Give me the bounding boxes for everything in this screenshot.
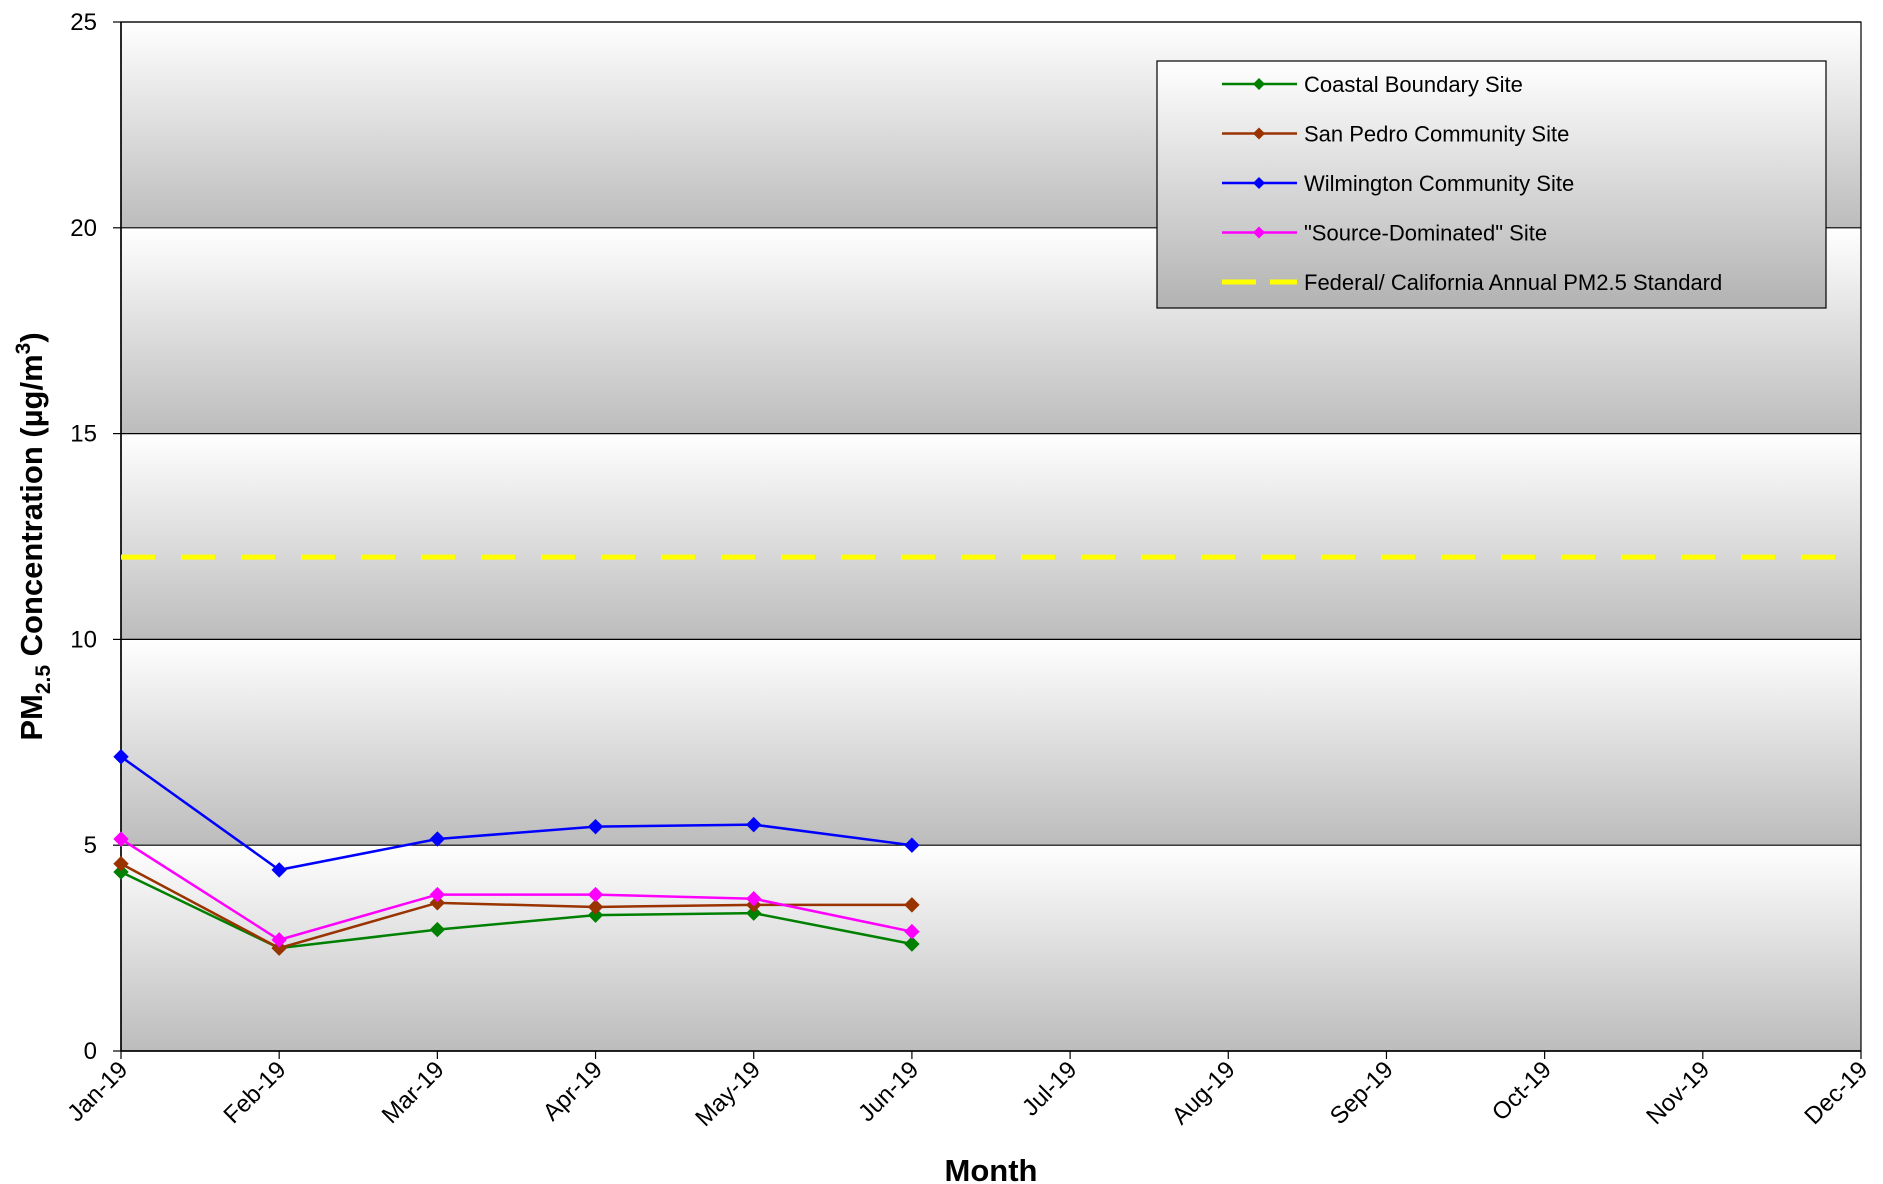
x-axis-ticks: Jan-19 Feb-19 Mar-19 Apr-19 May-19 Jun-19 Jul-… xyxy=(62,1051,1873,1132)
y-title-superscript: 3 xyxy=(12,343,35,355)
y-axis-ticks: 0 5 10 15 20 25 xyxy=(70,9,121,1065)
y-tick-label: 20 xyxy=(70,215,97,242)
data-point xyxy=(113,748,129,765)
data-point xyxy=(904,837,920,853)
x-tick-label: Apr-19 xyxy=(538,1056,608,1126)
legend-item: Coastal Boundary Site xyxy=(1222,72,1523,97)
data-point xyxy=(429,886,446,903)
y-title-middle: Concentration (µg/m xyxy=(14,354,49,665)
y-tick-label: 10 xyxy=(70,626,97,653)
legend-item: San Pedro Community Site xyxy=(1222,122,1569,147)
data-point xyxy=(271,862,287,878)
legend-label: Coastal Boundary Site xyxy=(1304,72,1523,97)
data-point xyxy=(746,816,762,833)
plot-band xyxy=(121,639,1861,846)
data-point xyxy=(746,905,762,921)
data-point xyxy=(113,856,129,872)
legend-label: "Source-Dominated" Site xyxy=(1304,221,1547,246)
data-point xyxy=(904,923,920,940)
y-title-base: PM xyxy=(14,694,49,741)
data-point xyxy=(271,932,287,948)
data-point xyxy=(113,831,129,847)
legend-swatch-marker xyxy=(1253,78,1265,90)
x-tick-label: Feb-19 xyxy=(219,1056,292,1129)
x-axis-title: Month xyxy=(945,1153,1038,1184)
y-tick-label: 25 xyxy=(70,9,97,36)
y-tick-label: 0 xyxy=(84,1038,97,1065)
series-line xyxy=(120,755,913,872)
plot-band xyxy=(121,845,1861,1051)
legend-swatch-marker xyxy=(1253,127,1265,140)
data-point xyxy=(271,940,287,956)
x-tick-label: Oct-19 xyxy=(1487,1056,1557,1126)
legend-label: San Pedro Community Site xyxy=(1304,122,1569,147)
data-point xyxy=(429,895,446,911)
data-point xyxy=(587,886,604,903)
data-point xyxy=(113,864,129,880)
x-tick-label: May-19 xyxy=(690,1056,766,1132)
legend-item: Wilmington Community Site xyxy=(1222,171,1574,196)
legend-label: Wilmington Community Site xyxy=(1304,171,1574,196)
x-tick-label: Jun-19 xyxy=(853,1056,924,1127)
data-point xyxy=(429,921,446,938)
data-point xyxy=(587,818,604,835)
data-point xyxy=(904,897,920,913)
x-tick-label: Jan-19 xyxy=(62,1056,133,1127)
x-tick-label: Nov-19 xyxy=(1641,1056,1715,1130)
x-tick-label: Mar-19 xyxy=(377,1056,450,1129)
series-source-dominated-site xyxy=(113,831,920,948)
plot-band xyxy=(121,433,1861,640)
legend-box xyxy=(1156,60,1827,309)
y-axis-title: PM2.5 Concentration (µg/m3) xyxy=(12,332,55,740)
data-point xyxy=(587,899,604,915)
data-point xyxy=(429,831,446,847)
data-point xyxy=(746,891,762,907)
legend: Coastal Boundary Site San Pedro Community… xyxy=(1156,60,1827,309)
x-tick-label: Aug-19 xyxy=(1167,1056,1241,1130)
legend-swatch-marker xyxy=(1253,177,1265,189)
data-point xyxy=(904,936,920,952)
y-title-end: ) xyxy=(14,332,49,342)
x-tick-label: Sep-19 xyxy=(1325,1056,1399,1130)
series-wilmington-community-site xyxy=(113,748,920,878)
legend-item: "Source-Dominated" Site xyxy=(1222,221,1547,246)
y-tick-label: 5 xyxy=(84,832,97,859)
series-layer xyxy=(113,748,920,956)
legend-item: Federal/ California Annual PM2.5 Standar… xyxy=(1222,270,1722,295)
y-title-subscript: 2.5 xyxy=(32,665,55,695)
x-tick-label: Jul-19 xyxy=(1017,1056,1082,1121)
legend-label: Federal/ California Annual PM2.5 Standar… xyxy=(1304,270,1722,295)
y-tick-label: 15 xyxy=(70,421,97,448)
legend-swatch-marker xyxy=(1253,226,1265,239)
x-tick-label: Dec-19 xyxy=(1799,1056,1873,1130)
series-line xyxy=(120,837,913,942)
data-point xyxy=(587,907,604,923)
